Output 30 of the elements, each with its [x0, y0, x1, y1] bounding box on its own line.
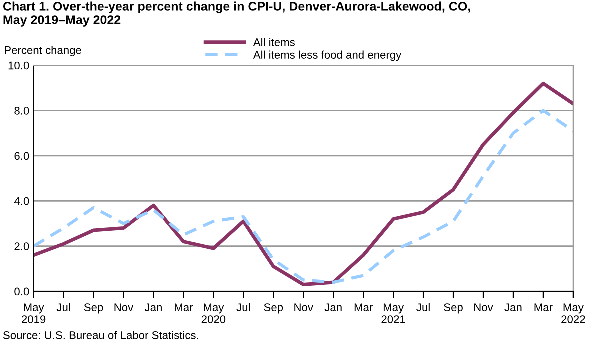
source-note: Source: U.S. Bureau of Labor Statistics. [3, 331, 198, 340]
x-tick-label: Mar [534, 304, 553, 312]
x-tick-label: Jul [236, 303, 250, 312]
legend-label: All items [253, 38, 295, 46]
x-tick-label: Jan [144, 304, 162, 312]
y-tick-label: 8.0 [14, 107, 30, 115]
x-tick-label: Jan [504, 304, 522, 312]
y-tick-label: 0.0 [14, 288, 30, 296]
y-tick-label: 10.0 [8, 62, 30, 70]
x-tick-label: May 2021 [382, 304, 406, 324]
y-tick-label: 4.0 [14, 197, 30, 206]
y-tick-label: 6.0 [14, 152, 30, 160]
x-tick-label: Nov [114, 304, 134, 312]
y-tick-label: 2.0 [14, 242, 30, 250]
x-tick-label: Jul [416, 303, 430, 312]
x-tick-label: Nov [294, 304, 314, 312]
chart-title: Chart 1. Over-the-year percent change in CPI-U, Denver-Aurora-Lakewood, CO, May 2019–May 2022 [3, 2, 470, 27]
x-tick-label: Mar [175, 304, 194, 312]
y-axis-title: Percent change [5, 46, 82, 57]
x-tick-label: Jul [56, 303, 70, 312]
x-tick-label: Jan [324, 304, 342, 312]
legend-label: All items less food and energy [253, 50, 402, 62]
x-tick-label: Sep [444, 304, 463, 314]
x-tick-label: Nov [474, 304, 494, 312]
x-tick-label: Sep [264, 304, 284, 314]
x-tick-label: Mar [354, 304, 373, 312]
x-tick-label: May 2020 [202, 304, 226, 324]
x-tick-label: May 2019 [22, 304, 46, 324]
x-tick-label: May 2022 [562, 304, 586, 324]
x-tick-label: Sep [84, 304, 104, 314]
